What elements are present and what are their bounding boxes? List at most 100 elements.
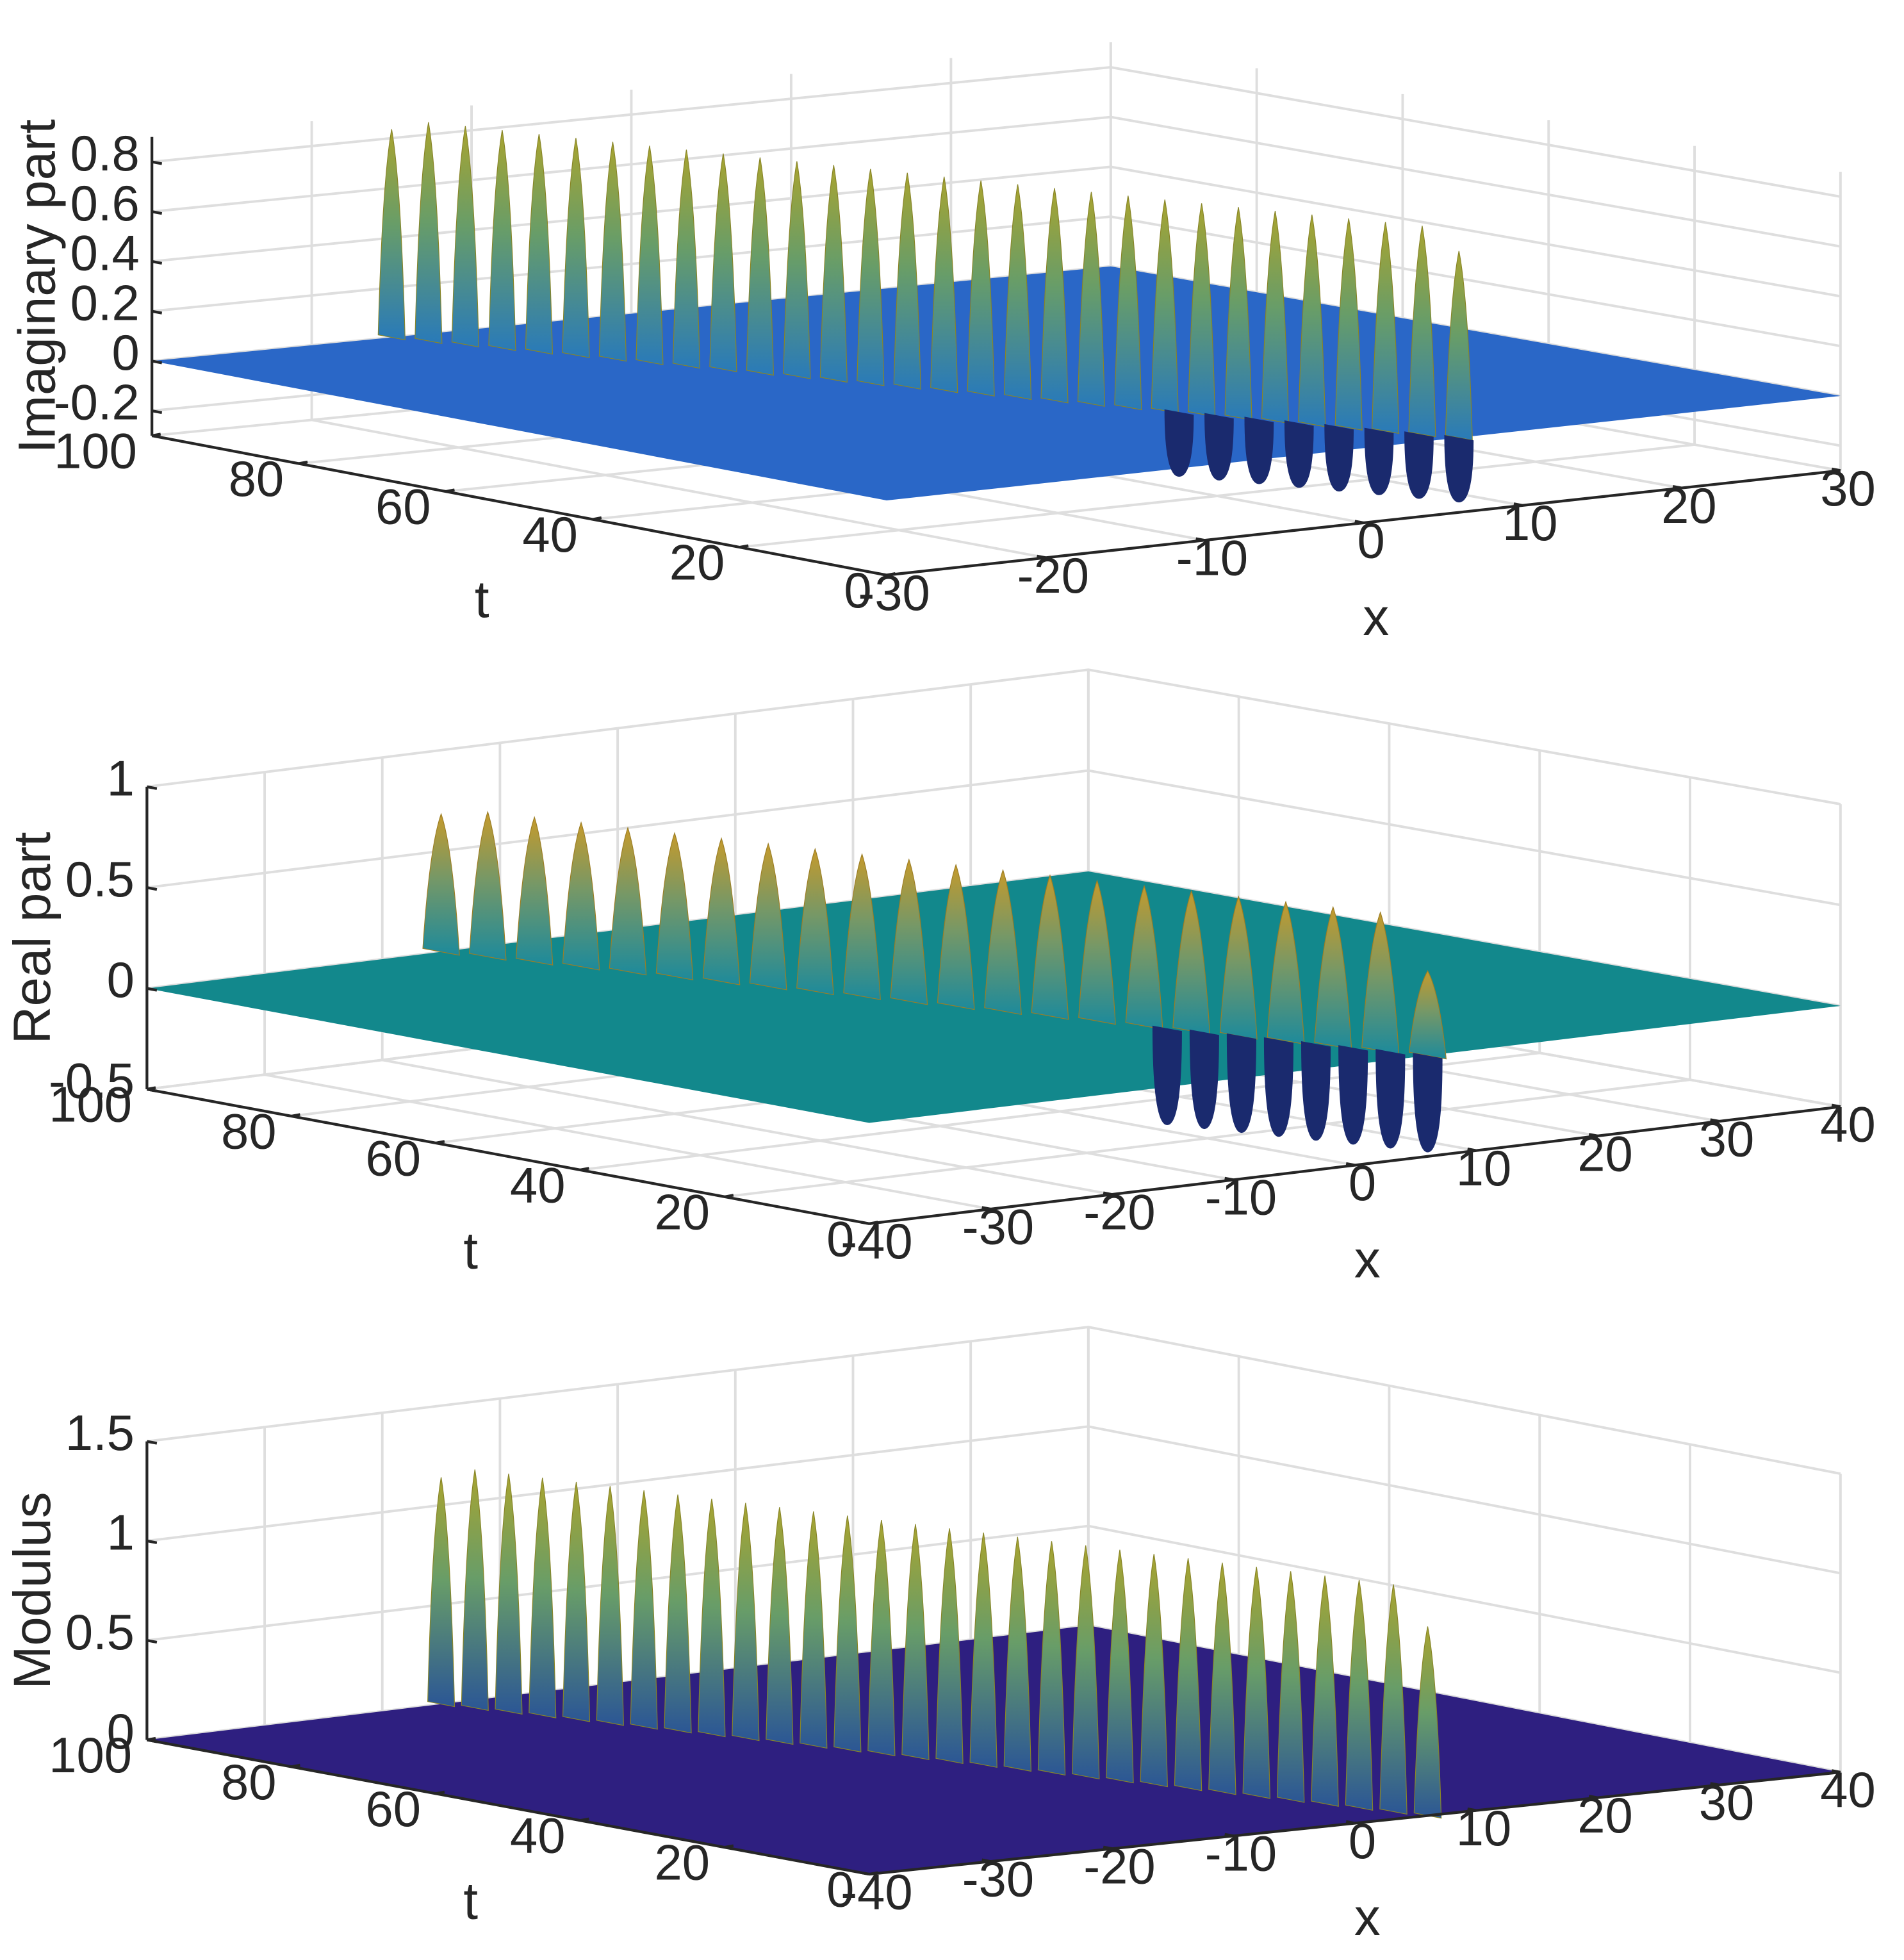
wave-peak — [469, 811, 507, 961]
t-tick — [435, 1140, 445, 1145]
wave-peak — [1037, 1541, 1066, 1776]
x-tick — [1345, 1162, 1356, 1167]
t-tick-label: 60 — [366, 1131, 421, 1186]
wave-peak — [935, 1528, 964, 1765]
wave-peak — [1077, 192, 1105, 407]
t-axis-line — [151, 434, 887, 577]
wave-peak — [664, 1494, 692, 1734]
wave-peak — [1174, 1558, 1202, 1791]
x-tick-label: 30 — [1699, 1775, 1754, 1831]
wave-peak — [1114, 195, 1142, 411]
z-tick-label: -0.2 — [54, 375, 140, 431]
x-tick-label: 40 — [1820, 1098, 1875, 1153]
z-tick-label: 0.2 — [70, 276, 140, 331]
t-tick — [886, 572, 896, 577]
x-tick-label: 20 — [1577, 1788, 1632, 1843]
t-tick-label: 60 — [366, 1782, 421, 1837]
grid-line — [264, 1073, 991, 1210]
wave-peak — [562, 1481, 591, 1722]
t-tick — [146, 1086, 156, 1091]
t-axis-label: t — [475, 571, 489, 629]
wave-peak — [937, 863, 975, 1010]
wave-trough — [1375, 1049, 1406, 1149]
wave-trough — [1324, 424, 1354, 492]
z-tick-label: 1.5 — [65, 1406, 135, 1461]
wave-peak — [1219, 895, 1258, 1040]
z-tick — [146, 1440, 158, 1445]
wave-peak — [598, 142, 627, 362]
t-tick-label: 100 — [54, 424, 137, 479]
grid-line — [382, 1058, 1113, 1196]
wave-peak — [893, 172, 921, 390]
x-tick — [1710, 1782, 1719, 1786]
x-tick — [1354, 520, 1364, 525]
t-tick — [299, 460, 308, 465]
x-tick — [1224, 1832, 1234, 1838]
t-tick — [580, 1167, 589, 1171]
z-tick-label: 0.5 — [65, 1605, 135, 1660]
x-tick — [1588, 1133, 1598, 1137]
surface — [152, 122, 1841, 503]
z-tick — [146, 1539, 158, 1544]
z-tick-label: 0.4 — [70, 226, 140, 281]
wave-peak — [1311, 1576, 1339, 1807]
wave-peak — [1031, 874, 1069, 1020]
wave-peak — [1140, 1554, 1168, 1788]
wave-peak — [525, 134, 554, 355]
t-axis-label: t — [463, 1222, 478, 1280]
z-tick — [146, 886, 158, 891]
wave-peak — [732, 1503, 760, 1742]
wave-peak — [969, 1532, 997, 1768]
wave-peak — [377, 129, 406, 341]
t-tick-label: 40 — [522, 507, 577, 563]
wave-peak — [1334, 218, 1363, 431]
wave-trough — [1444, 434, 1474, 503]
wave-trough — [1404, 431, 1434, 499]
x-tick — [1224, 1176, 1234, 1182]
t-tick — [739, 544, 749, 549]
x-tick — [877, 572, 887, 577]
wave-peak — [901, 1524, 930, 1761]
wave-peak — [1372, 222, 1400, 434]
wave-peak — [819, 165, 848, 383]
x-tick-label: -30 — [962, 1199, 1034, 1255]
x-tick-label: -30 — [858, 566, 930, 621]
wave-peak — [867, 1519, 896, 1757]
x-tick-label: 10 — [1456, 1141, 1511, 1196]
wave-peak — [1208, 1562, 1236, 1795]
wave-trough — [1244, 416, 1274, 484]
grid-line — [739, 443, 1695, 549]
z-tick — [146, 987, 158, 992]
wave-peak — [1413, 1626, 1442, 1819]
wave-peak — [529, 1478, 557, 1718]
wave-peak — [1003, 1536, 1031, 1772]
t-tick — [445, 488, 455, 493]
z-axis-label: Imaginary part — [8, 119, 67, 454]
t-tick-label: 20 — [654, 1836, 709, 1891]
x-tick — [1103, 1191, 1113, 1196]
z-tick — [146, 785, 158, 790]
wave-trough — [1413, 1053, 1443, 1153]
wave-peak — [1242, 1567, 1270, 1799]
wave-peak — [698, 1498, 726, 1738]
wave-peak — [1172, 890, 1211, 1035]
x-tick-label: 30 — [1699, 1112, 1754, 1167]
x-tick — [1467, 1148, 1477, 1152]
z-tick — [151, 309, 163, 315]
x-tick-label: -10 — [1176, 531, 1248, 586]
z-tick — [151, 210, 163, 215]
z-axis-label: Modulus — [3, 1492, 62, 1690]
grid-line — [311, 418, 1046, 559]
wave-peak — [422, 812, 460, 956]
t-tick-label: 40 — [510, 1158, 565, 1213]
t-tick-label: 80 — [221, 1104, 276, 1159]
t-axis-label: t — [463, 1872, 478, 1931]
t-tick-label: 80 — [229, 452, 284, 507]
wave-trough — [1204, 413, 1234, 481]
wave-trough — [1189, 1029, 1219, 1130]
wave-trough — [1364, 427, 1394, 495]
t-tick-label: 100 — [49, 1078, 132, 1133]
x-tick-label: -20 — [1083, 1840, 1155, 1895]
grid-line — [725, 1078, 1691, 1198]
